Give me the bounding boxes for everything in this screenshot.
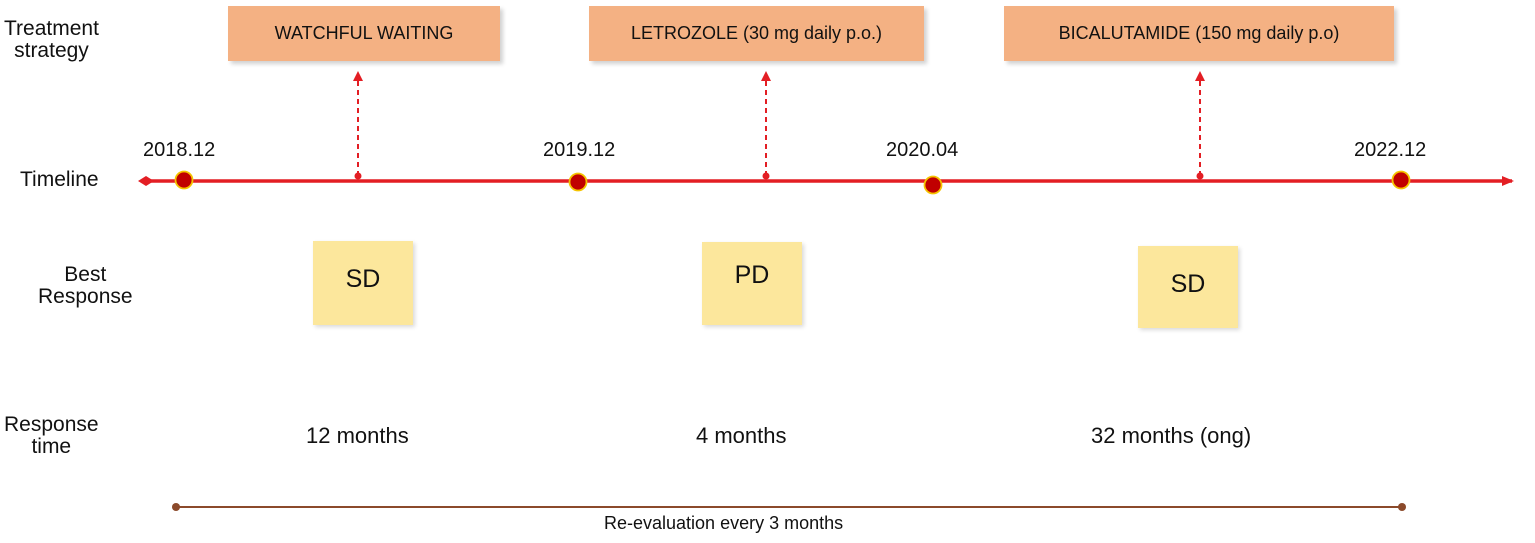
strategy-arrow — [761, 71, 771, 180]
strategy-arrow — [1195, 71, 1205, 180]
row-label-line: Timeline — [20, 168, 99, 191]
response-label: SD — [345, 264, 381, 293]
timepoint-label-2020-04: 2020.04 — [886, 139, 959, 161]
response-time-4-months: 4 months — [696, 423, 787, 448]
response-box-pd: PD — [702, 242, 802, 325]
row-label-line: strategy — [14, 39, 89, 62]
timepoint-label-2022-12: 2022.12 — [1354, 139, 1427, 161]
row-label-best-response: Best Response — [38, 264, 133, 308]
strategy-label: WATCHFUL WAITING — [274, 23, 454, 43]
response-label: SD — [1170, 269, 1206, 298]
strategy-label: BICALUTAMIDE (150 mg daily p.o) — [1058, 23, 1340, 43]
row-label-line: Treatment — [4, 17, 99, 40]
strategy-arrow — [353, 71, 363, 180]
strategy-label: LETROZOLE (30 mg daily p.o.) — [630, 23, 883, 43]
row-label-response-time: Response time — [4, 414, 99, 458]
strategy-box-letrozole: LETROZOLE (30 mg daily p.o.) — [589, 6, 924, 61]
timepoint-label-2018-12: 2018.12 — [143, 139, 216, 161]
row-label-timeline: Timeline — [20, 169, 99, 191]
timepoint-label-2019-12: 2019.12 — [543, 139, 616, 161]
reevaluation-label: Re-evaluation every 3 months — [604, 513, 844, 533]
response-box-sd-2: SD — [1138, 246, 1238, 328]
row-label-line: Best — [64, 263, 107, 286]
reevaluation-end-dot — [1398, 503, 1406, 511]
row-label-line: time — [31, 435, 72, 458]
row-label-treatment-strategy: Treatment strategy — [4, 18, 99, 62]
timepoint-dot — [568, 172, 588, 192]
response-time-32-months: 32 months (ong) — [1091, 423, 1252, 448]
timepoint-dot — [174, 170, 194, 190]
reevaluation-start-dot — [172, 503, 180, 511]
strategy-box-bicalutamide: BICALUTAMIDE (150 mg daily p.o) — [1004, 6, 1394, 61]
timepoint-dot — [1391, 170, 1411, 190]
response-time-12-months: 12 months — [306, 423, 409, 448]
timepoint-dot — [923, 175, 943, 195]
row-label-line: Response — [4, 413, 99, 436]
row-label-line: Response — [38, 285, 133, 308]
strategy-box-watchful-waiting: WATCHFUL WAITING — [228, 6, 500, 61]
timeline-start-tip — [138, 176, 154, 186]
response-box-sd-1: SD — [313, 241, 413, 325]
response-label: PD — [734, 261, 770, 289]
